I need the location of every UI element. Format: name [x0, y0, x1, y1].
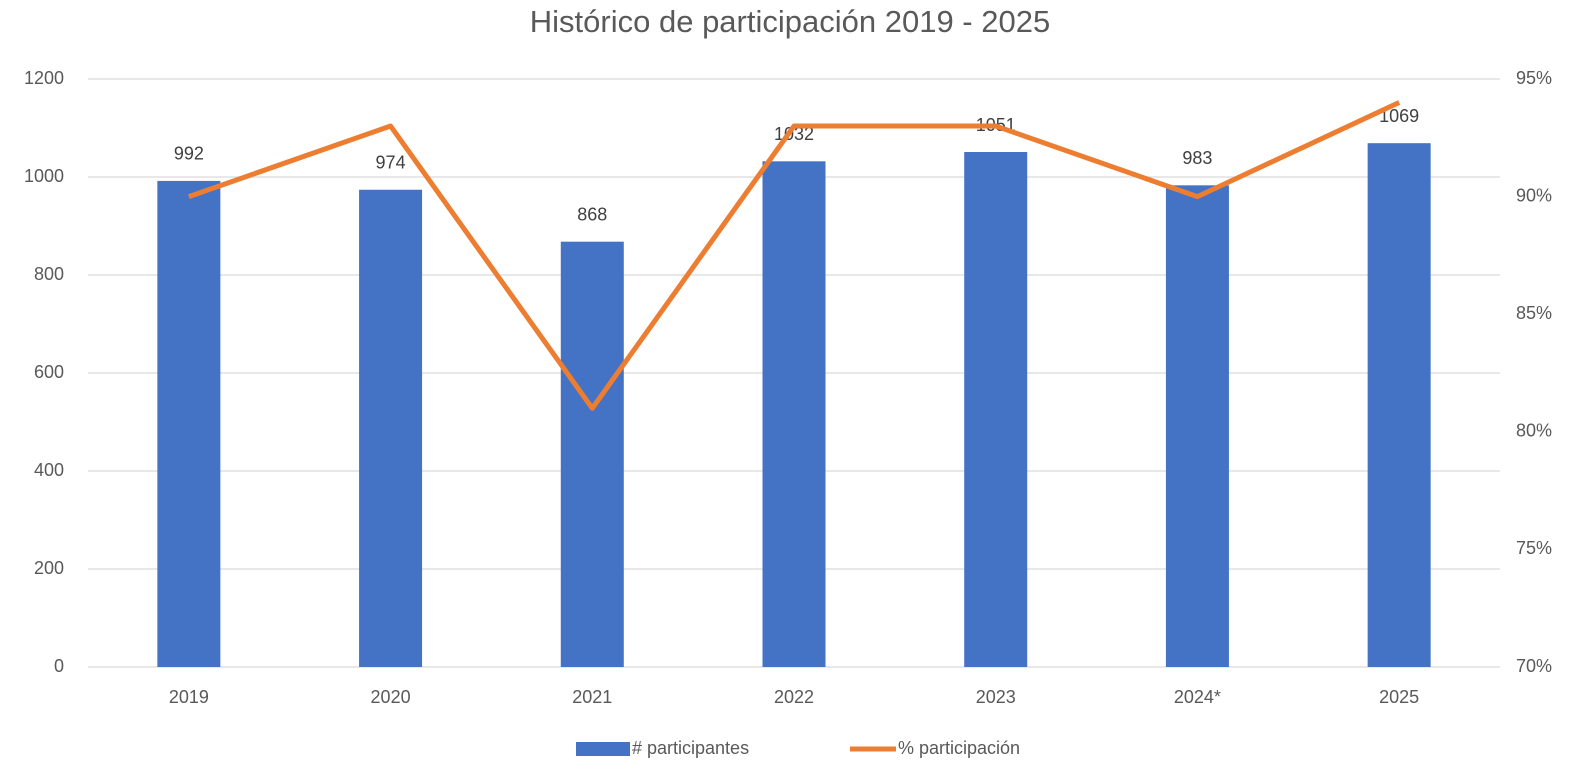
legend-label: # participantes [632, 738, 749, 758]
y-tick-label: 1000 [24, 166, 64, 186]
x-tick-label: 2022 [774, 687, 814, 707]
x-tick-label: 2020 [371, 687, 411, 707]
y2-tick-label: 75% [1516, 538, 1552, 558]
bar [762, 161, 826, 667]
x-tick-label: 2023 [976, 687, 1016, 707]
x-tick-label: 2024* [1174, 687, 1221, 707]
y2-tick-label: 80% [1516, 421, 1552, 441]
y2-tick-label: 70% [1516, 656, 1552, 676]
line [188, 100, 1401, 411]
data-label: 983 [1182, 148, 1212, 168]
y2-tick-label: 90% [1516, 185, 1552, 205]
chart-title: Histórico de participación 2019 - 2025 [530, 4, 1050, 39]
bar [359, 189, 423, 668]
bar [1165, 185, 1229, 667]
y-tick-label: 1200 [24, 68, 64, 88]
bar [964, 152, 1028, 667]
data-label: 1069 [1379, 106, 1419, 126]
x-tick-label: 2021 [572, 687, 612, 707]
y-tick-label: 200 [34, 558, 64, 578]
legend-label: % participación [898, 738, 1020, 758]
data-label: 992 [174, 144, 204, 164]
y2-tick-label: 85% [1516, 303, 1552, 323]
x-tick-label: 2019 [169, 687, 209, 707]
y-tick-label: 400 [34, 460, 64, 480]
y-tick-label: 800 [34, 264, 64, 284]
legend-swatch [576, 742, 630, 756]
y-tick-label: 0 [54, 656, 64, 676]
bar [1367, 143, 1431, 667]
bar [157, 180, 221, 668]
x-tick-label: 2025 [1379, 687, 1419, 707]
data-label: 974 [376, 152, 406, 172]
y2-tick-label: 95% [1516, 68, 1552, 88]
bar [560, 241, 624, 667]
y-tick-label: 600 [34, 362, 64, 382]
data-label: 868 [577, 204, 607, 224]
